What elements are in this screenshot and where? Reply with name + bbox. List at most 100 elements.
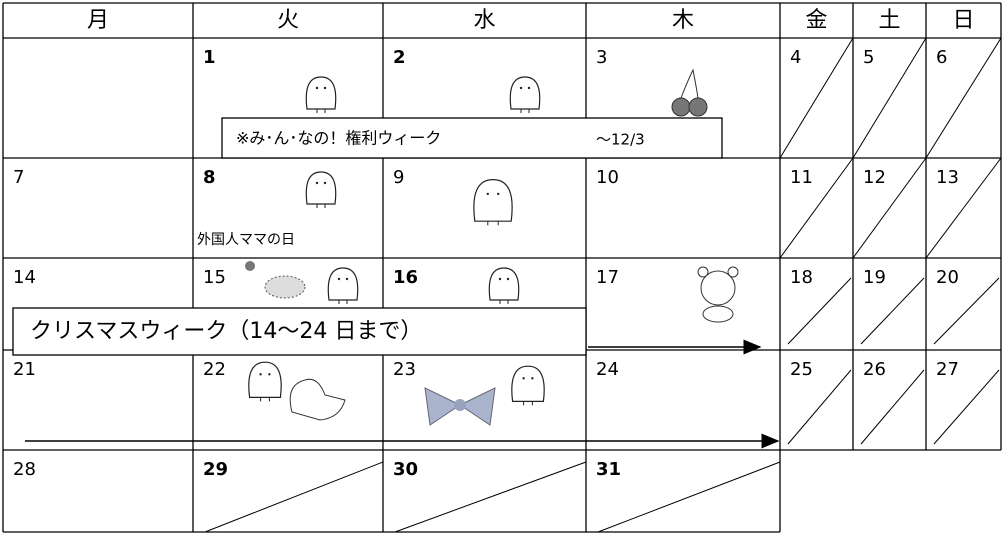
weekday-header: 木	[672, 8, 694, 33]
diagonal	[860, 277, 925, 345]
diagonal	[925, 37, 1002, 159]
diagonal	[852, 157, 927, 259]
day-number: 6	[936, 47, 947, 68]
weekday-header: 金	[805, 8, 827, 33]
chick-feet	[260, 397, 270, 402]
day-number: 11	[790, 167, 813, 188]
chick-eye	[498, 277, 502, 281]
day-number: 4	[790, 47, 801, 68]
weekday-header: 月	[87, 8, 109, 33]
bow-knot	[454, 399, 466, 411]
diagonal	[787, 369, 852, 445]
day-number: 26	[863, 359, 886, 380]
chick-eye	[259, 373, 262, 376]
day-number: 28	[13, 459, 36, 480]
flower-icon	[245, 261, 255, 271]
day-number: 22	[203, 359, 226, 380]
diagonal	[394, 461, 587, 533]
day-number: 18	[790, 267, 813, 288]
chick-eye	[323, 86, 327, 90]
day-number: 27	[936, 359, 959, 380]
chick-feet	[316, 204, 326, 208]
chick-eye	[268, 373, 271, 376]
bear-ear	[697, 266, 709, 278]
day-number: 15	[203, 267, 226, 288]
day-number: 23	[393, 359, 416, 380]
chick-icon	[511, 365, 545, 402]
day-number: 16	[393, 267, 418, 288]
chick-eye	[315, 86, 319, 90]
day-number: 12	[863, 167, 886, 188]
day-number: 29	[203, 459, 228, 480]
day-number: 10	[596, 167, 619, 188]
cherry-stem	[680, 68, 699, 99]
note-box	[221, 117, 723, 159]
day-number: 2	[393, 47, 406, 68]
chick-feet	[499, 300, 509, 304]
day-number: 24	[596, 359, 619, 380]
decorations	[204, 37, 1002, 533]
chick-eye	[506, 277, 510, 281]
rights-week-note: ※み･ん･なの！権利ウィーク	[236, 129, 441, 148]
chick-feet	[523, 401, 533, 406]
chick-feet	[520, 109, 530, 113]
day-number: 14	[13, 267, 36, 288]
chick-eye	[486, 192, 489, 196]
day-number: 21	[13, 359, 36, 380]
bird-icon	[264, 275, 306, 299]
diagonal	[933, 369, 1000, 445]
day-number: 19	[863, 267, 886, 288]
chick-eye	[519, 86, 523, 90]
day-number: 31	[596, 459, 621, 480]
chick-icon	[305, 171, 337, 205]
note-box	[12, 307, 587, 356]
diagonal	[204, 461, 384, 533]
day-number: 25	[790, 359, 813, 380]
foreign-mama-day-note: 外国人ママの日	[197, 232, 295, 248]
day-number: 1	[203, 47, 216, 68]
rights-week-end: ～12/3	[596, 131, 645, 149]
chick-eye	[323, 181, 327, 185]
chick-eye	[497, 192, 500, 196]
bear-icon	[700, 270, 736, 306]
chick-icon	[305, 76, 337, 110]
chick-icon	[327, 267, 359, 301]
rooster-icon	[289, 378, 346, 421]
day-number: 8	[203, 167, 216, 188]
diagonal	[779, 157, 854, 259]
day-number: 17	[596, 267, 619, 288]
chick-eye	[337, 277, 341, 281]
bear-body	[702, 305, 734, 323]
chick-icon	[509, 76, 541, 110]
day-number: 30	[393, 459, 418, 480]
diagonal	[597, 461, 781, 533]
chick-icon	[488, 267, 520, 301]
diagonal	[787, 277, 852, 345]
bow-icon	[424, 387, 496, 426]
bear-ear	[727, 266, 739, 278]
chick-feet	[487, 221, 499, 226]
chick-eye	[531, 377, 534, 380]
weekday-header: 土	[878, 8, 900, 33]
chick-feet	[316, 109, 326, 113]
chick-eye	[345, 277, 349, 281]
chick-icon	[473, 178, 513, 222]
weekday-header: 火	[277, 8, 299, 33]
day-number: 13	[936, 167, 959, 188]
diagonal	[860, 369, 925, 445]
day-number: 7	[13, 167, 24, 188]
day-number: 20	[936, 267, 959, 288]
diagonal	[933, 277, 1000, 345]
diagonal	[779, 37, 854, 159]
cherry-icon	[688, 97, 708, 117]
chick-eye	[522, 377, 525, 380]
chick-feet	[338, 300, 348, 304]
chick-icon	[248, 361, 282, 398]
weekday-header: 日	[952, 8, 974, 33]
chick-eye	[527, 86, 531, 90]
christmas-week-note: クリスマスウィーク（14～24 日まで）	[30, 319, 422, 344]
diagonal	[852, 37, 927, 159]
diagonal	[925, 157, 1002, 259]
